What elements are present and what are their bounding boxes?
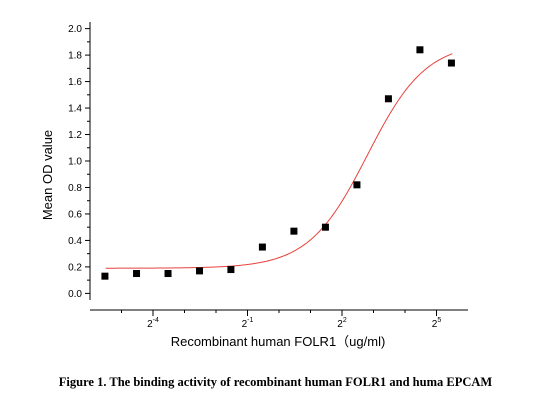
data-point-11 — [416, 46, 424, 54]
y-tick-label-1.6: 1.6 — [68, 77, 82, 88]
data-point-1 — [101, 272, 109, 280]
x-tick-label-2^-4: 2-4 — [147, 317, 159, 330]
x-tick-exponent: 5 — [437, 317, 441, 324]
data-point-6 — [258, 243, 266, 251]
y-tick-label-0.6: 0.6 — [68, 209, 82, 220]
y-tick-label-1.0: 1.0 — [68, 157, 82, 168]
x-tick-label-2^2: 22 — [337, 317, 347, 330]
data-point-12 — [447, 59, 455, 67]
y-tick-label-0.2: 0.2 — [68, 262, 82, 273]
data-point-2 — [133, 270, 141, 278]
x-tick-label-2^5: 25 — [432, 317, 442, 330]
data-point-10 — [384, 95, 392, 103]
y-tick-label-1.4: 1.4 — [68, 104, 82, 115]
y-tick-label-0.8: 0.8 — [68, 183, 82, 194]
data-point-7 — [290, 227, 298, 235]
y-tick-label-1.8: 1.8 — [68, 51, 82, 62]
x-axis-label: Recombinant human FOLR1（ug/ml) — [171, 334, 386, 349]
fit-curve — [105, 53, 453, 269]
y-axis-label: Mean OD value — [40, 130, 55, 220]
data-point-5 — [227, 266, 235, 274]
x-tick-exponent: -4 — [153, 317, 159, 324]
data-point-8 — [321, 223, 329, 231]
x-tick-exponent: -1 — [247, 317, 253, 324]
data-points-group — [101, 46, 455, 280]
y-tick-label-1.2: 1.2 — [68, 130, 82, 141]
x-tick-exponent: 2 — [343, 317, 347, 324]
y-tick-label-2.0: 2.0 — [68, 24, 82, 35]
axes: 0.00.20.40.60.81.01.21.41.61.82.02-4 2-1 2… — [68, 22, 468, 330]
fit-curve-group — [105, 53, 453, 269]
data-point-3 — [164, 270, 172, 278]
figure-caption: Figure 1. The binding activity of recomb… — [58, 375, 493, 389]
x-tick-label-2^-1: 2-1 — [242, 317, 254, 330]
y-tick-label-0.4: 0.4 — [68, 236, 82, 247]
y-tick-label-0.0: 0.0 — [68, 289, 82, 300]
data-point-9 — [353, 181, 361, 189]
data-point-4 — [196, 267, 204, 275]
